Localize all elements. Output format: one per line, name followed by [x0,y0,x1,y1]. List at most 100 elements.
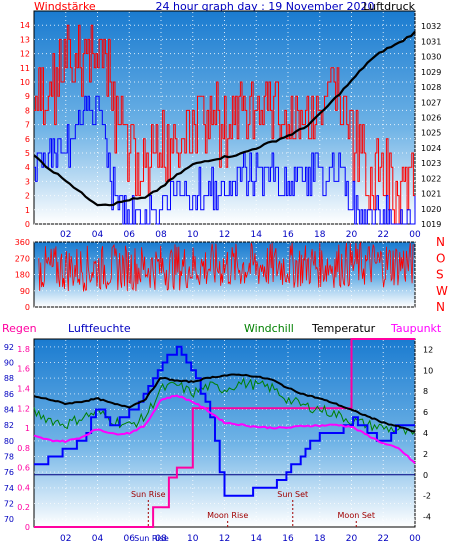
luftdruck-tick-label: 1023 [421,159,441,168]
luftfeuchte-tick-label: 92 [4,343,14,352]
luftdruck-tick-label: 1029 [421,68,441,77]
time-tick-label: 08 [155,230,167,240]
luftfeuchte-tick-label: 70 [4,515,14,524]
luftdruck-tick-label: 1030 [421,53,441,62]
windstaerke-tick-label: 5 [25,149,30,158]
temperatur-tick-label: 8 [423,387,428,396]
windstaerke-tick-label: 13 [20,35,30,44]
compass-letter: O [436,251,445,265]
time-tick-label: 08 [155,534,167,544]
compass-letter: W [436,284,448,298]
luftfeuchte-tick-label: 80 [4,437,14,446]
luftdruck-label: Luftdruck [363,0,415,13]
luftdruck-tick-label: 1027 [421,98,441,107]
temperatur-tick-label: -2 [423,492,431,501]
regen-tick-label: 1.4 [17,384,30,393]
windchill-label: Windchill [244,322,294,335]
luftfeuchte-label: Luftfeuchte [68,322,131,335]
time-tick-label: 10 [187,534,199,544]
windstaerke-tick-label: 10 [20,78,30,87]
sunrise-tick-label: Sun Rise [134,534,169,543]
temperatur-line [33,373,415,433]
luftdruck-tick-label: 1028 [421,83,441,92]
luftfeuchte-line [34,345,415,497]
taupunkt-line [33,394,416,465]
windrichtung-tick-label: 0 [25,303,30,312]
time-tick-label: 16 [282,534,294,544]
time-tick-label: 14 [251,534,263,544]
luftfeuchte-tick-label: 84 [4,406,14,415]
luftdruck-tick-label: 1020 [421,205,441,214]
compass-letter: S [436,268,444,282]
temperatur-tick-label: 4 [423,429,428,438]
windstaerke-tick-label: 12 [20,50,30,59]
temperatur-tick-label: 12 [423,345,433,354]
temperatur-tick-label: 10 [423,366,433,375]
compass-letter: N [436,300,445,314]
regen-tick-label: 1.2 [17,404,30,413]
luftdruck-tick-label: 1025 [421,129,441,138]
time-tick-label: 20 [346,230,358,240]
windrichtung-tick-label: 180 [15,271,30,280]
regen-tick-label: 1.6 [17,365,30,374]
windstaerke-tick-label: 7 [25,121,30,130]
luftdruck-tick-label: 1024 [421,144,441,153]
windstaerke-tick-label: 9 [25,92,30,101]
luftfeuchte-tick-label: 78 [4,453,14,462]
chart-title: 24 hour graph day : 19 November 2020 [155,0,374,13]
windrichtung-tick-label: 90 [20,287,30,296]
regen-tick-label: 0.8 [17,444,30,453]
luftfeuchte-tick-label: 72 [4,500,14,509]
astro-annotation: Sun Rise [131,490,166,499]
time-tick-label: 14 [251,230,263,240]
time-tick-label: 10 [187,230,199,240]
windstaerke-tick-label: 11 [20,64,30,73]
luftdruck-tick-label: 1021 [421,190,441,199]
time-tick-label: 12 [219,230,230,240]
luftdruck-tick-label: 1031 [421,37,441,46]
regen-tick-label: 0.4 [17,483,30,492]
luftfeuchte-tick-label: 90 [4,359,14,368]
luftfeuchte-tick-label: 86 [4,390,14,399]
temperatur-tick-label: 2 [423,450,428,459]
regen-tick-label: 0.6 [17,464,30,473]
temperatur-tick-label: 0 [423,471,428,480]
windstaerke-tick-label: 6 [25,135,30,144]
luftdruck-tick-label: 1026 [421,114,441,123]
luftfeuchte-tick-label: 74 [4,484,14,493]
astro-annotation: Sun Set [277,490,308,499]
windrichtung-tick-label: 270 [15,254,30,263]
luftdruck-tick-label: 1022 [421,174,441,183]
compass-letter: N [436,235,445,249]
luftfeuchte-tick-label: 88 [4,374,14,383]
time-tick-label: 02 [60,534,71,544]
time-tick-label: 02 [60,230,71,240]
time-tick-label: 12 [219,534,230,544]
temperatur-label: Temperatur [311,322,376,335]
windstaerke-label: Windstärke [34,0,96,13]
luftdruck-tick-label: 1019 [421,220,441,229]
time-tick-label: 18 [314,534,326,544]
windstaerke-tick-label: 1 [25,206,30,215]
time-tick-label: 22 [378,534,389,544]
regen-label: Regen [2,322,37,335]
windrichtung-tick-label: 360 [15,238,30,247]
time-tick-label: 06 [124,230,136,240]
time-tick-label: 00 [409,534,421,544]
windrichtung-line [38,241,414,292]
luftdruck-line [33,30,416,207]
time-tick-label: 20 [346,534,358,544]
time-tick-label: 04 [92,534,104,544]
time-tick-label: 16 [282,230,294,240]
regen-tick-label: 1.8 [17,345,30,354]
temperatur-tick-label: -4 [423,513,431,522]
luftfeuchte-tick-label: 82 [4,421,14,430]
windstaerke-tick-label: 2 [25,192,30,201]
astro-annotation: Moon Rise [207,511,248,520]
windstaerke-tick-label: 0 [25,220,30,229]
temperatur-tick-label: 6 [423,408,428,417]
windstaerke-tick-label: 3 [25,177,30,186]
regen-line [34,338,415,528]
time-tick-label: 06 [124,534,136,544]
